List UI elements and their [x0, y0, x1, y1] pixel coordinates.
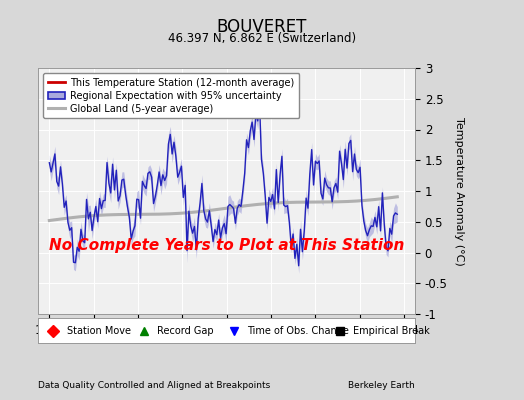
Text: Time of Obs. Change: Time of Obs. Change	[247, 326, 349, 336]
Y-axis label: Temperature Anomaly (°C): Temperature Anomaly (°C)	[454, 117, 464, 265]
Text: Berkeley Earth: Berkeley Earth	[348, 381, 415, 390]
Text: Record Gap: Record Gap	[157, 326, 214, 336]
Text: Empirical Break: Empirical Break	[353, 326, 430, 336]
Text: 46.397 N, 6.862 E (Switzerland): 46.397 N, 6.862 E (Switzerland)	[168, 32, 356, 45]
Text: BOUVERET: BOUVERET	[217, 18, 307, 36]
Text: Data Quality Controlled and Aligned at Breakpoints: Data Quality Controlled and Aligned at B…	[38, 381, 270, 390]
Text: Station Move: Station Move	[67, 326, 130, 336]
Text: No Complete Years to Plot at This Station: No Complete Years to Plot at This Statio…	[49, 238, 405, 253]
Legend: This Temperature Station (12-month average), Regional Expectation with 95% uncer: This Temperature Station (12-month avera…	[43, 73, 299, 118]
